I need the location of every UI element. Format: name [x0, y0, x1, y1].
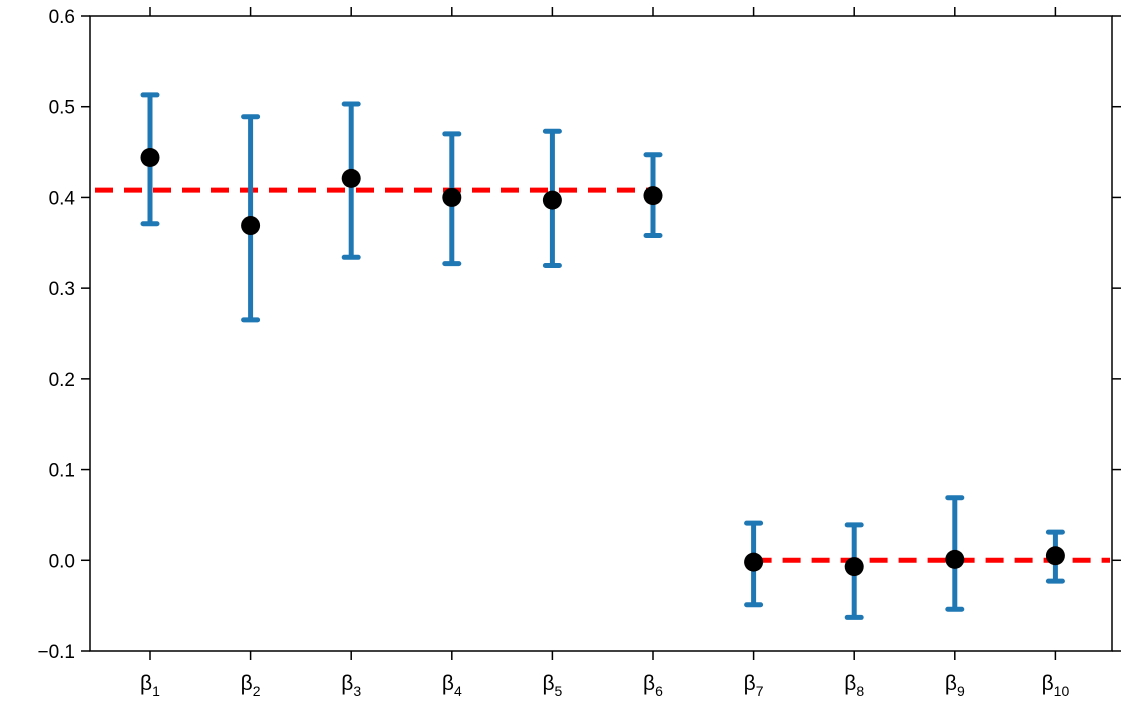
x-axis: β1 β2 β3 β4 β5 β6 β7 β8 β9 β10 [140, 7, 1069, 699]
y-tick-label: 0.4 [49, 188, 76, 209]
x-category-label: β7 [744, 672, 764, 699]
point-estimate [945, 549, 965, 569]
point-estimate [1045, 546, 1065, 566]
x-category-label: β3 [341, 672, 361, 699]
reference-lines [95, 187, 1110, 563]
y-tick-label: 0.6 [49, 7, 75, 28]
x-category-label: β4 [442, 672, 462, 699]
y-tick-label: 0.1 [49, 461, 75, 482]
y-tick-label: 0.5 [49, 98, 75, 119]
x-category-label: β8 [844, 672, 864, 699]
point-estimate [744, 552, 764, 572]
x-category-label: β2 [241, 672, 261, 699]
x-category-label: β10 [1042, 672, 1070, 699]
point-estimates [140, 148, 1065, 577]
y-tick-label: 0.0 [49, 551, 75, 572]
point-estimate [643, 186, 663, 206]
x-category-label: β1 [140, 672, 160, 699]
y-tick-label: 0.3 [49, 279, 75, 300]
plot-frame [89, 15, 1113, 652]
x-category-label: β9 [945, 672, 965, 699]
x-category-label: β5 [542, 672, 562, 699]
y-axis: −0.1 0.0 0.1 0.2 0.3 0.4 0.5 0.6 [37, 7, 1121, 663]
error-bars [140, 92, 1065, 620]
point-estimate [442, 187, 462, 207]
y-tick-label: 0.2 [49, 370, 75, 391]
point-estimate [542, 190, 562, 210]
x-category-label: β6 [643, 672, 663, 699]
point-estimate [341, 168, 361, 188]
point-estimate [140, 148, 160, 168]
point-estimate [844, 557, 864, 577]
y-tick-label: −0.1 [37, 642, 75, 663]
point-estimate [241, 216, 261, 236]
